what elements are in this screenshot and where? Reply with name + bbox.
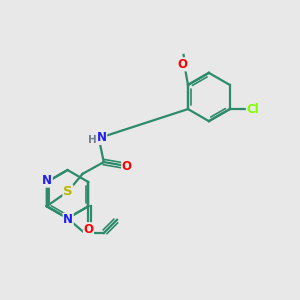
Text: N: N <box>63 213 73 226</box>
Text: O: O <box>83 223 94 236</box>
Text: N: N <box>42 174 52 187</box>
Text: H: H <box>88 135 97 145</box>
Text: O: O <box>178 58 188 71</box>
Text: S: S <box>63 185 73 198</box>
Text: N: N <box>97 131 107 144</box>
Text: O: O <box>122 160 132 173</box>
Text: Cl: Cl <box>246 103 259 116</box>
